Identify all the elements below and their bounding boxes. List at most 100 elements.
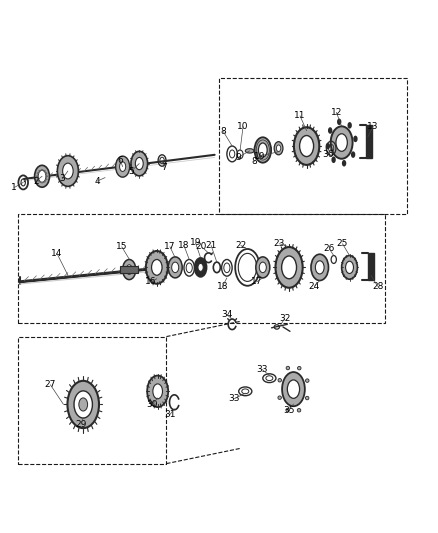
- Ellipse shape: [259, 262, 266, 273]
- Ellipse shape: [46, 175, 48, 177]
- Text: 18: 18: [217, 282, 228, 290]
- Ellipse shape: [245, 149, 254, 153]
- Ellipse shape: [297, 408, 301, 412]
- Text: 36: 36: [322, 150, 333, 159]
- Ellipse shape: [305, 397, 309, 400]
- Text: 16: 16: [145, 277, 156, 286]
- Text: 23: 23: [274, 239, 285, 248]
- Text: 8: 8: [220, 127, 226, 136]
- Ellipse shape: [332, 157, 336, 163]
- Ellipse shape: [135, 157, 143, 169]
- Ellipse shape: [36, 179, 39, 180]
- Ellipse shape: [120, 162, 126, 172]
- Text: 35: 35: [283, 406, 295, 415]
- Ellipse shape: [286, 408, 290, 412]
- Ellipse shape: [328, 127, 332, 134]
- Ellipse shape: [325, 143, 330, 149]
- Ellipse shape: [172, 262, 179, 273]
- Ellipse shape: [194, 258, 207, 277]
- Ellipse shape: [282, 372, 305, 406]
- Text: 33: 33: [229, 394, 240, 403]
- Ellipse shape: [38, 170, 46, 182]
- Ellipse shape: [126, 265, 132, 274]
- Ellipse shape: [43, 181, 46, 183]
- Ellipse shape: [315, 261, 324, 274]
- Ellipse shape: [256, 257, 270, 278]
- Text: 33: 33: [256, 365, 268, 374]
- Text: 13: 13: [367, 122, 379, 131]
- Ellipse shape: [168, 257, 182, 278]
- Text: 11: 11: [294, 111, 306, 120]
- Text: 32: 32: [279, 314, 290, 322]
- Ellipse shape: [67, 381, 99, 428]
- Text: 17: 17: [164, 243, 176, 251]
- Ellipse shape: [38, 181, 41, 183]
- Ellipse shape: [311, 254, 328, 280]
- Text: 1: 1: [11, 183, 17, 192]
- Ellipse shape: [337, 118, 341, 125]
- Text: 30: 30: [147, 400, 158, 409]
- Text: 19: 19: [190, 238, 201, 247]
- Ellipse shape: [336, 134, 347, 151]
- Ellipse shape: [331, 126, 353, 159]
- Text: 25: 25: [337, 239, 348, 248]
- Text: 9: 9: [236, 152, 242, 161]
- Ellipse shape: [346, 261, 353, 273]
- Text: 10: 10: [254, 151, 265, 160]
- Ellipse shape: [152, 260, 162, 275]
- Ellipse shape: [300, 135, 314, 157]
- Text: 7: 7: [161, 163, 167, 172]
- Ellipse shape: [45, 179, 48, 180]
- Text: 2: 2: [33, 176, 39, 185]
- Ellipse shape: [63, 163, 73, 179]
- Text: 24: 24: [309, 282, 320, 290]
- Text: 10: 10: [237, 122, 249, 131]
- Ellipse shape: [297, 366, 301, 370]
- Ellipse shape: [57, 156, 78, 187]
- Text: 12: 12: [331, 108, 342, 117]
- Ellipse shape: [342, 255, 357, 279]
- Ellipse shape: [39, 170, 41, 172]
- Ellipse shape: [278, 378, 282, 382]
- Text: 28: 28: [372, 282, 383, 290]
- Ellipse shape: [287, 380, 300, 398]
- Text: 8: 8: [251, 157, 257, 166]
- Ellipse shape: [286, 366, 290, 370]
- Text: 3: 3: [59, 174, 65, 183]
- Ellipse shape: [146, 251, 168, 284]
- Ellipse shape: [153, 384, 162, 399]
- Bar: [120, 266, 138, 273]
- Bar: [366, 125, 372, 158]
- Text: 15: 15: [116, 243, 127, 251]
- Ellipse shape: [306, 379, 309, 382]
- Ellipse shape: [254, 138, 271, 163]
- Ellipse shape: [116, 156, 130, 177]
- Ellipse shape: [294, 127, 319, 165]
- Ellipse shape: [258, 143, 267, 157]
- Ellipse shape: [342, 160, 346, 166]
- Ellipse shape: [36, 172, 39, 174]
- Text: 4: 4: [95, 176, 100, 185]
- Ellipse shape: [282, 256, 297, 279]
- Ellipse shape: [147, 376, 168, 407]
- Ellipse shape: [347, 122, 352, 128]
- Ellipse shape: [278, 396, 281, 399]
- Text: 22: 22: [235, 241, 247, 250]
- Ellipse shape: [351, 151, 355, 158]
- Text: 29: 29: [75, 419, 87, 429]
- Text: 18: 18: [178, 241, 190, 250]
- Text: 26: 26: [324, 245, 335, 254]
- Ellipse shape: [198, 263, 203, 271]
- Ellipse shape: [43, 170, 46, 172]
- Ellipse shape: [41, 169, 43, 171]
- Bar: [368, 253, 374, 280]
- Ellipse shape: [123, 260, 136, 280]
- Text: 34: 34: [221, 310, 233, 319]
- Text: 20: 20: [196, 243, 207, 251]
- Ellipse shape: [276, 247, 303, 288]
- Text: 6: 6: [117, 156, 124, 165]
- Text: 21: 21: [205, 241, 217, 250]
- Ellipse shape: [74, 391, 92, 418]
- Text: 31: 31: [164, 410, 176, 419]
- Text: 17: 17: [251, 277, 262, 286]
